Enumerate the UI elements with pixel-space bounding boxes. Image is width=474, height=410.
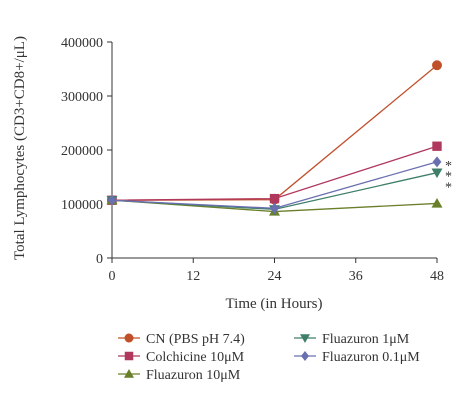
y-tick-label: 100000 [61, 198, 103, 213]
legend-marker [301, 351, 309, 361]
x-tick-label: 36 [349, 269, 363, 284]
data-point [107, 194, 117, 206]
y-tick-label: 0 [96, 252, 103, 267]
legend-label: Fluazuron 1μM [322, 332, 410, 347]
x-tick-label: 12 [186, 269, 200, 284]
legend-label: CN (PBS pH 7.4) [146, 332, 245, 347]
legend-label: Fluazuron 0.1μM [322, 350, 420, 365]
data-point [431, 168, 443, 179]
significance-marker: * [445, 181, 452, 196]
x-axis-title: Time (in Hours) [226, 296, 323, 312]
data-point [432, 156, 442, 168]
significance-marker: * [445, 170, 452, 185]
y-tick-label: 300000 [61, 90, 103, 105]
legend-item-1: Colchicine 10μM [118, 350, 245, 365]
series-3: ** [106, 168, 452, 215]
data-point [431, 197, 443, 208]
legend-item-2: Fluazuron 10μM [118, 368, 241, 383]
legend-item-3: Fluazuron 1μM [294, 332, 410, 347]
legend: CN (PBS pH 7.4) Colchicine 10μM Fluazuron … [118, 332, 420, 383]
legend-marker [124, 333, 134, 343]
legend-marker [124, 351, 134, 361]
legend-marker [300, 334, 310, 343]
series-1 [107, 141, 442, 205]
legend-item-0: CN (PBS pH 7.4) [118, 332, 245, 347]
legend-item-4: Fluazuron 0.1μM [294, 350, 420, 365]
significance-marker: * [445, 159, 452, 174]
x-tick-label: 48 [430, 269, 444, 284]
legend-label: Colchicine 10μM [146, 350, 245, 365]
series-line [111, 64, 438, 201]
legend-marker [124, 369, 134, 378]
series-line [111, 145, 438, 201]
series-layer: *** [106, 60, 452, 216]
data-point [432, 60, 442, 71]
y-tick-label: 200000 [61, 144, 103, 159]
legend-label: Fluazuron 10μM [146, 368, 241, 383]
y-tick-label: 400000 [61, 36, 103, 51]
data-point [432, 141, 442, 151]
axes: 0 100000 200000 300000 400000 0 12 24 36 48 [61, 36, 444, 284]
x-tick-label: 0 [109, 269, 116, 284]
x-tick-label: 24 [268, 269, 282, 284]
data-point [269, 193, 280, 204]
series-4: * [107, 156, 452, 214]
y-axis-title: Total Lymphocytes (CD3+CD8+/μL) [12, 36, 28, 260]
data-point [270, 202, 279, 214]
